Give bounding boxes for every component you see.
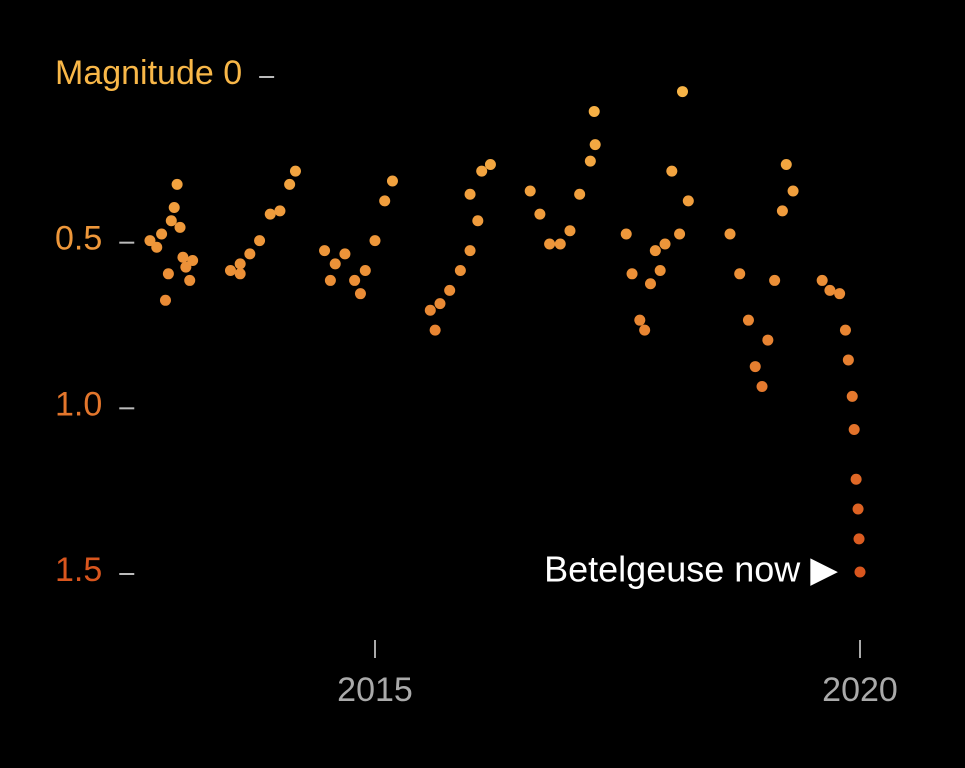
data-point	[264, 208, 276, 220]
data-point	[534, 208, 546, 220]
y-tick-label: 1.5	[55, 551, 102, 589]
data-point	[349, 274, 361, 286]
data-point	[848, 424, 860, 436]
data-point	[319, 245, 331, 257]
data-point	[184, 274, 196, 286]
data-point	[584, 155, 596, 167]
data-point	[842, 354, 854, 366]
data-point	[234, 258, 246, 270]
data-point	[168, 202, 180, 214]
y-tick-label: 1.0	[55, 385, 102, 423]
data-point	[324, 274, 336, 286]
data-point	[776, 205, 788, 217]
data-point	[174, 221, 186, 233]
data-point	[472, 215, 484, 227]
data-point	[180, 261, 192, 273]
data-point	[244, 248, 256, 260]
data-point	[734, 268, 746, 280]
data-point	[644, 278, 656, 290]
data-point	[187, 255, 199, 267]
data-point	[780, 158, 792, 170]
data-point	[659, 238, 671, 250]
y-tick-label: Magnitude 0	[55, 54, 242, 92]
data-point	[749, 361, 761, 373]
data-point	[682, 195, 694, 207]
data-point	[369, 235, 381, 247]
data-point	[254, 235, 266, 247]
data-point	[524, 185, 536, 197]
data-point	[839, 324, 851, 336]
data-point	[464, 245, 476, 257]
data-point	[853, 533, 865, 545]
data-point	[339, 248, 351, 260]
data-point	[359, 264, 371, 276]
data-point	[162, 268, 174, 280]
data-point	[379, 195, 391, 207]
data-point	[724, 228, 736, 240]
data-point	[626, 268, 638, 280]
data-point	[588, 105, 600, 117]
data-point	[354, 288, 366, 300]
data-point	[762, 334, 774, 346]
data-point	[386, 175, 398, 187]
data-point	[171, 178, 183, 190]
data-point	[676, 86, 688, 98]
data-point	[434, 298, 446, 310]
data-point	[639, 324, 651, 336]
data-point	[852, 503, 864, 515]
data-point	[454, 264, 466, 276]
data-point	[634, 314, 646, 326]
data-point	[824, 284, 836, 296]
data-point	[834, 288, 846, 300]
data-point	[769, 274, 781, 286]
data-point	[156, 228, 168, 240]
data-point	[424, 304, 436, 316]
data-point	[476, 165, 488, 177]
data-point	[165, 215, 177, 227]
data-point	[159, 294, 171, 306]
data-point	[224, 264, 236, 276]
x-tick-label: 2015	[337, 671, 413, 709]
data-point	[554, 238, 566, 250]
data-point	[284, 178, 296, 190]
data-point	[787, 185, 799, 197]
data-point	[674, 228, 686, 240]
data-point	[742, 314, 754, 326]
data-point	[329, 258, 341, 270]
data-point	[846, 390, 858, 402]
x-tick-label: 2020	[822, 671, 898, 709]
data-point	[589, 139, 601, 151]
data-point	[654, 264, 666, 276]
data-point	[144, 235, 156, 247]
data-point	[274, 205, 286, 217]
data-point	[574, 188, 586, 200]
data-point	[234, 268, 246, 280]
data-point	[177, 251, 189, 263]
data-point	[816, 274, 828, 286]
data-point	[666, 165, 678, 177]
data-point	[289, 165, 301, 177]
data-point	[464, 188, 476, 200]
data-point	[756, 380, 768, 392]
data-point	[564, 225, 576, 237]
data-point	[544, 238, 556, 250]
annotation: Betelgeuse now ▶	[544, 549, 838, 590]
data-point	[444, 284, 456, 296]
data-point	[850, 473, 862, 485]
data-point	[484, 158, 496, 170]
y-tick-label: 0.5	[55, 220, 102, 258]
data-point	[429, 324, 441, 336]
data-point	[620, 228, 632, 240]
data-point	[649, 245, 661, 257]
data-point	[151, 241, 163, 253]
data-point	[854, 566, 866, 578]
